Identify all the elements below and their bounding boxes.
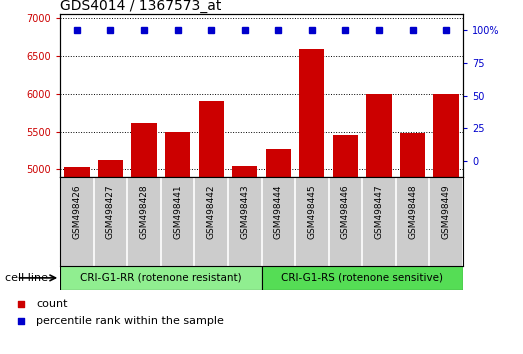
Text: GSM498441: GSM498441: [173, 184, 182, 239]
Text: GDS4014 / 1367573_at: GDS4014 / 1367573_at: [60, 0, 222, 13]
Text: GSM498448: GSM498448: [408, 184, 417, 239]
Text: CRI-G1-RS (rotenone sensitive): CRI-G1-RS (rotenone sensitive): [281, 273, 443, 283]
Text: count: count: [36, 299, 67, 309]
Text: GSM498444: GSM498444: [274, 184, 283, 239]
FancyBboxPatch shape: [262, 266, 463, 290]
Point: [16, 319, 25, 324]
Text: GSM498442: GSM498442: [207, 184, 215, 239]
Bar: [131, 123, 156, 354]
Point: [16, 301, 25, 307]
Bar: [400, 133, 425, 354]
Text: percentile rank within the sample: percentile rank within the sample: [36, 316, 224, 326]
Bar: [333, 135, 358, 354]
Text: GSM498446: GSM498446: [341, 184, 350, 239]
Text: GSM498447: GSM498447: [374, 184, 383, 239]
Bar: [64, 167, 89, 354]
Text: cell line: cell line: [5, 273, 48, 283]
Text: GSM498427: GSM498427: [106, 184, 115, 239]
Bar: [232, 166, 257, 354]
Bar: [434, 94, 459, 354]
Bar: [367, 95, 392, 354]
Text: CRI-G1-RR (rotenone resistant): CRI-G1-RR (rotenone resistant): [80, 273, 242, 283]
Bar: [98, 160, 123, 354]
Bar: [266, 149, 291, 354]
Text: GSM498445: GSM498445: [308, 184, 316, 239]
Text: GSM498449: GSM498449: [441, 184, 451, 239]
FancyBboxPatch shape: [60, 266, 262, 290]
Text: GSM498428: GSM498428: [140, 184, 149, 239]
Bar: [199, 101, 224, 354]
Bar: [165, 132, 190, 354]
Text: GSM498426: GSM498426: [72, 184, 82, 239]
Bar: [299, 49, 324, 354]
Text: GSM498443: GSM498443: [240, 184, 249, 239]
